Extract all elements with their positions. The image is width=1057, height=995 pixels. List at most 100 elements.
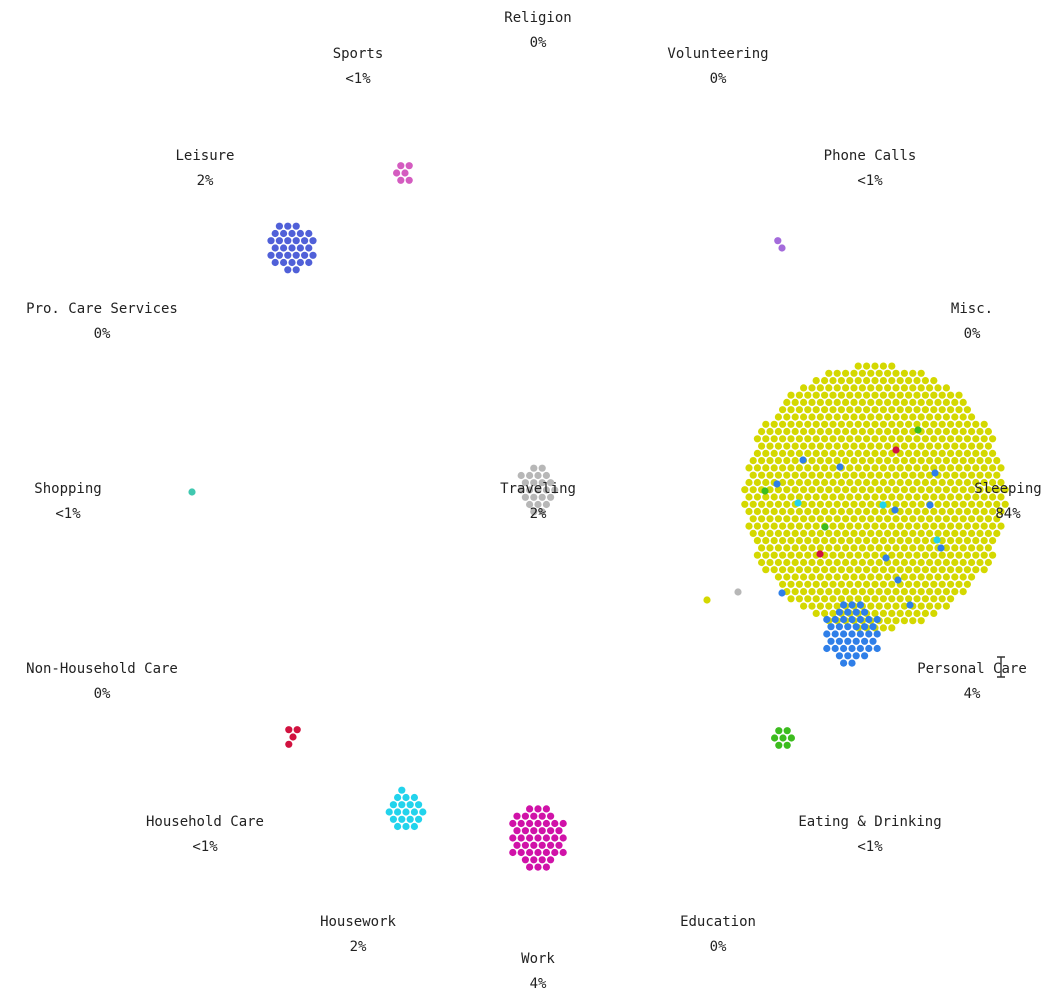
dot-sleeping bbox=[800, 544, 808, 552]
dot-sleeping bbox=[900, 529, 909, 538]
dot-leisure bbox=[284, 251, 292, 259]
dot-sleeping bbox=[779, 522, 787, 530]
dot-sleeping bbox=[800, 486, 808, 494]
dot-sleeping bbox=[804, 406, 812, 414]
dot-sleeping bbox=[972, 464, 980, 472]
dot-sleeping bbox=[976, 544, 984, 552]
dot-sleeping bbox=[825, 427, 833, 436]
dot-personal-care bbox=[906, 601, 914, 609]
label-leisure: Leisure 2% bbox=[175, 148, 234, 189]
dot-personal-care bbox=[891, 506, 899, 514]
dot-sleeping bbox=[921, 609, 930, 618]
dot-sleeping bbox=[758, 515, 766, 523]
dot-sleeping bbox=[951, 413, 959, 421]
dot-sleeping bbox=[972, 522, 980, 530]
dot-sleeping bbox=[791, 457, 799, 465]
dot-sleeping bbox=[808, 442, 816, 450]
dot-household-care bbox=[285, 740, 293, 748]
dot-sleeping bbox=[900, 398, 909, 406]
dot-personal-care bbox=[840, 659, 848, 667]
dot-sleeping bbox=[997, 478, 1005, 487]
dot-sleeping bbox=[879, 435, 888, 443]
dot-leisure bbox=[309, 237, 317, 245]
dot-eating-drinking bbox=[783, 741, 791, 749]
dot-sleeping bbox=[787, 537, 795, 545]
dot-leisure bbox=[296, 229, 304, 238]
dot-sleeping bbox=[959, 544, 967, 552]
dot-work bbox=[521, 827, 530, 835]
dot-sleeping bbox=[926, 588, 934, 596]
dot-sleeping bbox=[821, 391, 829, 399]
label-phone-calls: Phone Calls <1% bbox=[824, 148, 917, 189]
dot-sleeping bbox=[888, 377, 896, 385]
dot-sleeping bbox=[871, 435, 879, 443]
dot-sleeping bbox=[963, 478, 972, 487]
dot-sleeping bbox=[766, 457, 774, 465]
dot-sleeping bbox=[791, 529, 799, 538]
dot-sleeping bbox=[930, 580, 938, 588]
dot-sleeping bbox=[905, 435, 913, 443]
dot-sleeping bbox=[816, 398, 825, 406]
dot-sleeping bbox=[850, 398, 858, 406]
dot-sleeping bbox=[934, 529, 942, 538]
dot-leisure bbox=[267, 237, 275, 245]
dot-sleeping bbox=[854, 551, 862, 559]
dot-sleeping bbox=[812, 478, 820, 487]
dot-sleeping bbox=[795, 478, 804, 487]
dot-sleeping bbox=[846, 551, 854, 559]
dot-personal-care bbox=[861, 652, 869, 660]
dot-personal-care bbox=[848, 601, 856, 609]
dot-sleeping bbox=[900, 384, 909, 392]
dot-sleeping bbox=[821, 595, 829, 603]
dot-sleeping bbox=[879, 362, 888, 370]
dot-sleeping bbox=[804, 595, 812, 603]
dot-sleeping bbox=[930, 420, 938, 428]
dot-sleeping bbox=[837, 566, 846, 574]
dot-sleeping bbox=[875, 457, 883, 465]
dot-sleeping bbox=[888, 595, 896, 603]
text-cursor-icon bbox=[997, 656, 1005, 678]
dot-sleeping bbox=[812, 522, 820, 530]
dot-sleeping bbox=[942, 486, 951, 494]
dot-sleeping bbox=[959, 471, 967, 479]
dot-sleeping bbox=[753, 507, 762, 516]
dot-sleeping bbox=[833, 442, 841, 450]
dot-sleeping bbox=[753, 522, 762, 530]
dot-sleeping bbox=[842, 515, 850, 523]
dot-personal-care bbox=[852, 637, 860, 645]
dot-leisure bbox=[280, 258, 288, 267]
dot-sleeping bbox=[963, 420, 972, 428]
label-personal-care: Personal Care 4% bbox=[917, 661, 1027, 702]
dot-eating-drinking bbox=[787, 734, 796, 742]
dot-traveling bbox=[538, 508, 546, 516]
dot-housework bbox=[410, 808, 418, 816]
dot-sleeping bbox=[846, 493, 854, 501]
category-name: Misc. bbox=[951, 301, 993, 317]
dot-sleeping bbox=[972, 449, 980, 457]
dot-sleeping bbox=[884, 573, 892, 581]
dot-sleeping bbox=[825, 471, 833, 479]
dot-sleeping bbox=[774, 471, 783, 479]
dot-work bbox=[534, 819, 542, 828]
dot-sleeping bbox=[913, 449, 921, 457]
dot-sleeping bbox=[812, 406, 820, 414]
dot-sleeping bbox=[867, 384, 875, 392]
dot-sleeping bbox=[938, 493, 946, 501]
dot-work bbox=[559, 834, 567, 842]
dot-sleeping bbox=[766, 558, 774, 567]
dot-personal-care bbox=[844, 608, 852, 616]
dot-personal-care bbox=[869, 637, 877, 645]
dot-sleeping bbox=[879, 493, 888, 501]
dot-sleeping bbox=[804, 537, 812, 545]
dot-work bbox=[542, 848, 551, 857]
dot-sleeping bbox=[842, 486, 850, 494]
dot-sleeping bbox=[930, 595, 938, 603]
dot-sleeping bbox=[863, 537, 871, 545]
category-percent: 2% bbox=[530, 506, 547, 522]
dot-leisure bbox=[284, 266, 292, 274]
dot-sleeping bbox=[968, 573, 976, 581]
dot-traveling bbox=[526, 486, 534, 494]
label-religion: Religion 0% bbox=[504, 10, 571, 51]
dot-work bbox=[526, 834, 534, 842]
category-name: Sports bbox=[333, 46, 384, 62]
